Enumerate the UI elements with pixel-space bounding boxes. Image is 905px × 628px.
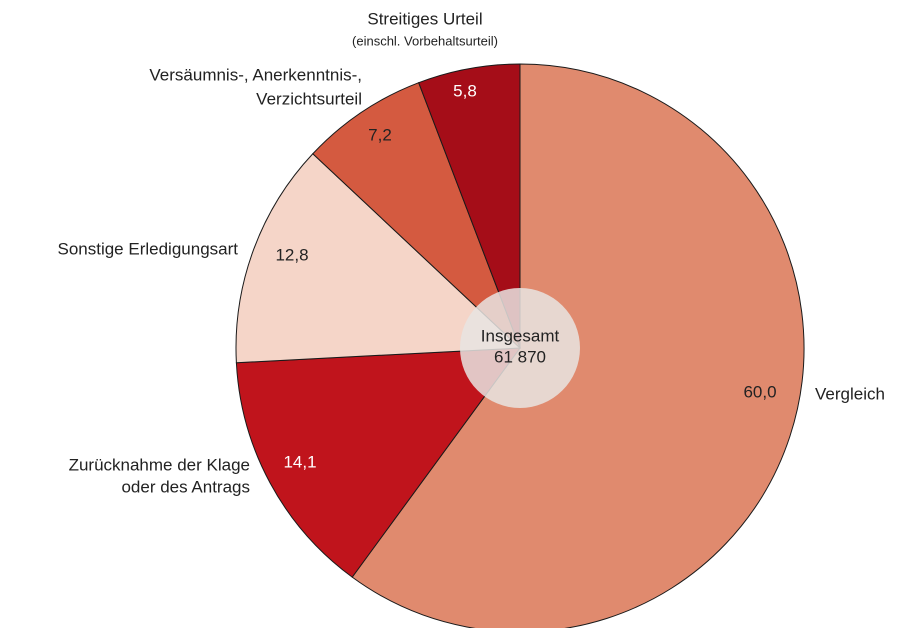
center-label: Insgesamt	[481, 326, 560, 345]
pie-slice	[235, 153, 522, 364]
pie-slice	[312, 82, 521, 349]
category-label: Versäumnis-, Anerkenntnis-,	[149, 65, 362, 84]
total-label: 61 870	[494, 347, 546, 366]
category-label: oder des Antrags	[121, 477, 250, 496]
category-label: Verzichtsurteil	[256, 89, 362, 108]
value-label: 7,2	[368, 125, 392, 144]
value-label: 12,8	[275, 245, 308, 264]
value-label: 60,0	[743, 382, 776, 401]
center-disc	[460, 288, 580, 408]
category-label: Streitiges Urteil	[367, 9, 482, 28]
category-label: (einschl. Vorbehaltsurteil)	[352, 33, 498, 48]
value-label: 14,1	[283, 452, 316, 471]
pie-slice	[235, 347, 522, 578]
category-label: Zurücknahme der Klage	[69, 455, 250, 474]
pie-slice	[418, 63, 521, 349]
category-label: Sonstige Erledigungsart	[57, 239, 238, 258]
value-label: 5,8	[453, 81, 477, 100]
category-label: Vergleich	[815, 384, 885, 403]
